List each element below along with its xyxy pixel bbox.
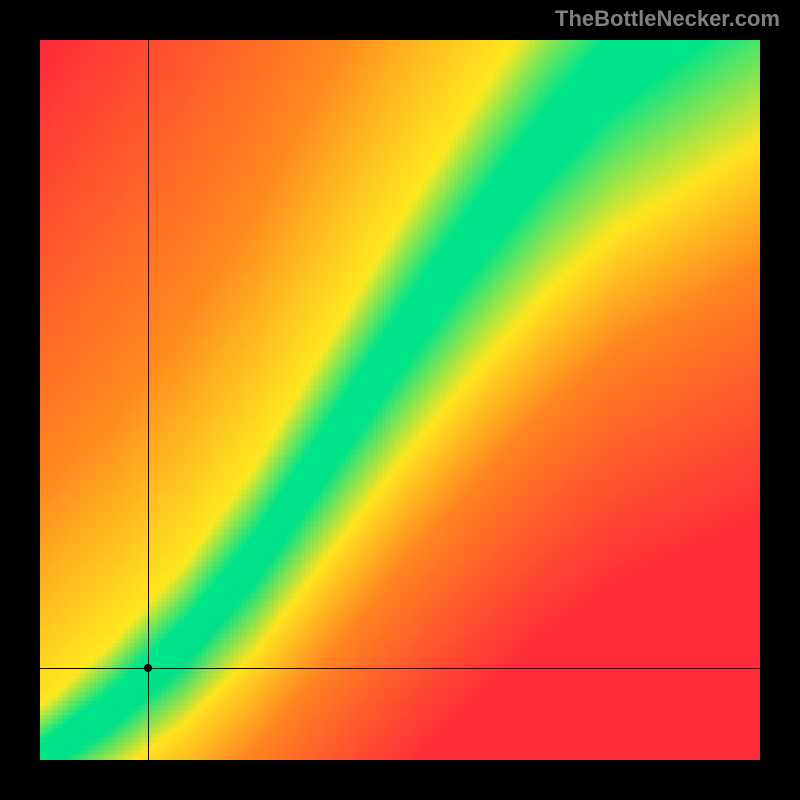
selection-marker-dot: [144, 664, 152, 672]
crosshair-vertical: [148, 40, 149, 760]
watermark-text: TheBottleNecker.com: [555, 6, 780, 32]
bottleneck-heatmap: [40, 40, 760, 760]
